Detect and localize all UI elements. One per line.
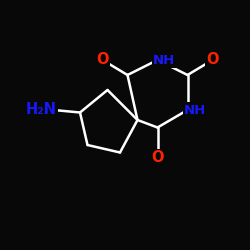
Text: O: O bbox=[151, 150, 164, 165]
Text: NH: NH bbox=[184, 104, 206, 117]
Text: H₂N: H₂N bbox=[26, 102, 57, 118]
Text: NH: NH bbox=[152, 54, 175, 66]
Text: O: O bbox=[206, 52, 219, 68]
Text: O: O bbox=[96, 52, 109, 68]
